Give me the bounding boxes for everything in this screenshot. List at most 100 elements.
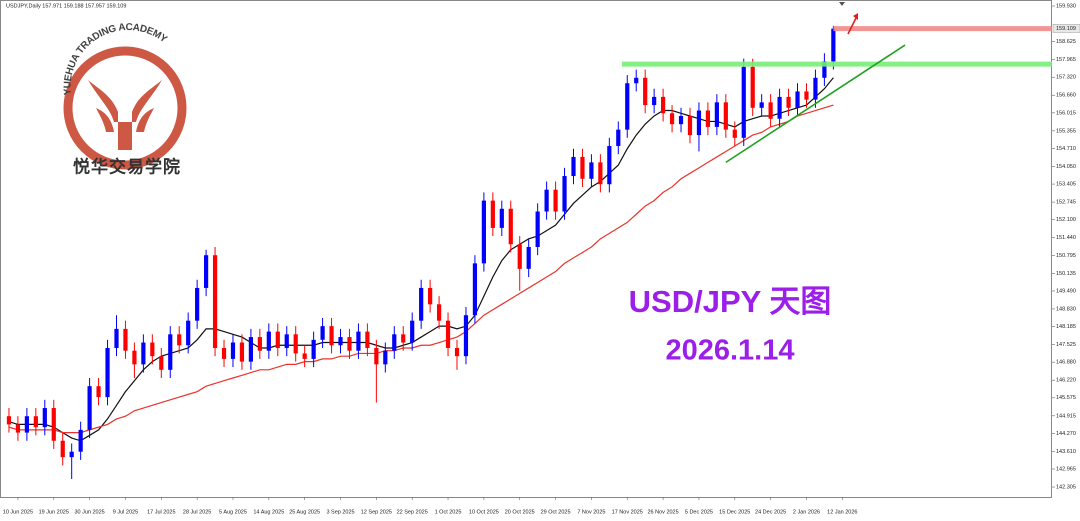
- indicator-group: [8, 77, 834, 442]
- candle-body: [652, 96, 657, 106]
- y-tick-label: 145.575: [1056, 395, 1076, 401]
- y-tick-label: 143.610: [1056, 449, 1076, 455]
- candle-body: [401, 334, 406, 343]
- candle-body: [168, 334, 173, 370]
- x-tick-label: 10 Jun 2025: [3, 509, 33, 515]
- y-tick-label: 154.050: [1056, 164, 1076, 170]
- candle-body: [607, 146, 612, 185]
- candle-body: [410, 320, 415, 343]
- candle-body: [750, 66, 755, 108]
- y-tick-label: 148.830: [1056, 306, 1076, 312]
- candle-body: [78, 429, 83, 452]
- candle-body: [132, 350, 137, 365]
- candle-body: [248, 337, 254, 362]
- candle-body: [436, 304, 442, 321]
- x-tick-label: 5 Aug 2025: [219, 509, 247, 515]
- candle-body: [302, 353, 307, 359]
- candle-body: [669, 113, 675, 125]
- candle-body: [15, 424, 21, 433]
- candle-body: [687, 115, 693, 136]
- candle-body: [517, 244, 522, 269]
- y-tick-label: 150.135: [1056, 271, 1076, 277]
- candle-body: [571, 156, 576, 177]
- candle-body: [365, 331, 370, 348]
- candle-body: [123, 328, 128, 351]
- y-tick-label: 148.185: [1056, 324, 1076, 330]
- x-tick-label: 24 Dec 2025: [755, 509, 786, 515]
- candle-body: [490, 200, 495, 228]
- y-tick-label: 157.965: [1056, 57, 1076, 63]
- y-tick-label: 153.405: [1056, 182, 1076, 188]
- candle-body: [293, 334, 298, 354]
- x-tick-label: 17 Nov 2025: [612, 509, 643, 515]
- candle-body: [804, 91, 809, 100]
- candle-body: [553, 189, 558, 212]
- x-tick-label: 25 Aug 2025: [289, 509, 320, 515]
- candle-body: [445, 320, 451, 348]
- candle-body: [472, 263, 478, 316]
- candle-body: [535, 211, 540, 247]
- x-tick-label: 14 Aug 2025: [253, 509, 284, 515]
- arrow-head: [853, 13, 858, 20]
- arrow: [847, 17, 857, 35]
- candle-body: [643, 77, 648, 106]
- y-tick-label: 155.355: [1056, 128, 1076, 134]
- y-tick-label: 156.015: [1056, 110, 1076, 116]
- candle-body: [266, 331, 271, 351]
- candle-body: [33, 416, 38, 428]
- candle-body: [150, 342, 155, 357]
- plot-frame: [0, 0, 1052, 498]
- y-tick-label: 146.220: [1056, 378, 1076, 384]
- x-tick-label: 22 Sep 2025: [397, 509, 428, 515]
- x-tick-label: 3 Sep 2025: [326, 509, 354, 515]
- candle-body: [159, 356, 164, 370]
- y-tick-label: 154.710: [1056, 146, 1076, 152]
- candle-body: [239, 342, 245, 362]
- overlay-title: USD/JPY 天图: [629, 284, 832, 319]
- candle-body: [320, 326, 325, 340]
- y-tick-label: 147.525: [1056, 342, 1076, 348]
- trend-line: [725, 44, 906, 164]
- candle-body: [562, 176, 567, 212]
- moving-average: [8, 77, 834, 442]
- candle-body: [69, 451, 74, 458]
- candle-body: [589, 162, 594, 179]
- candle-body: [786, 96, 791, 108]
- candle-body: [508, 208, 513, 245]
- candle-body: [96, 386, 101, 398]
- candle-body: [454, 347, 460, 357]
- candle-body: [499, 208, 504, 228]
- candle-body: [284, 334, 289, 348]
- x-tick-label: 29 Oct 2025: [541, 509, 571, 515]
- candle-body: [212, 255, 218, 348]
- candle-body: [221, 347, 227, 359]
- candle-body: [463, 315, 469, 357]
- y-tick-label: 156.660: [1056, 93, 1076, 99]
- candle-body: [696, 110, 702, 136]
- x-tick-label: 5 Dec 2025: [685, 509, 713, 515]
- candle-body: [634, 77, 639, 84]
- axis-group: 159.930 158.625 157.965 157.320 156.660 156.0…: [3, 3, 1080, 515]
- candle-body: [141, 342, 146, 365]
- y-tick-label: 151.440: [1056, 235, 1076, 241]
- x-tick-label: 1 Oct 2025: [435, 509, 462, 515]
- y-tick-label: 159.930: [1056, 3, 1076, 9]
- marker: [839, 2, 845, 6]
- x-tick-label: 7 Nov 2025: [577, 509, 605, 515]
- candle-group: [6, 25, 836, 479]
- candle-body: [275, 331, 280, 348]
- candle-body: [732, 129, 737, 138]
- candle-body: [114, 328, 119, 348]
- candle-body: [678, 115, 684, 125]
- x-tick-label: 9 Jul 2025: [113, 509, 138, 515]
- candle-body: [598, 162, 603, 185]
- logo-name: 悦华交易学院: [73, 156, 181, 176]
- candle-body: [813, 77, 818, 100]
- candle-body: [329, 326, 334, 346]
- candle-body: [661, 96, 666, 114]
- candle-body: [831, 28, 836, 62]
- candle-body: [544, 189, 549, 212]
- x-tick-label: 10 Oct 2025: [469, 509, 499, 515]
- candle-body: [705, 110, 711, 127]
- x-tick-label: 17 Jul 2025: [147, 509, 175, 515]
